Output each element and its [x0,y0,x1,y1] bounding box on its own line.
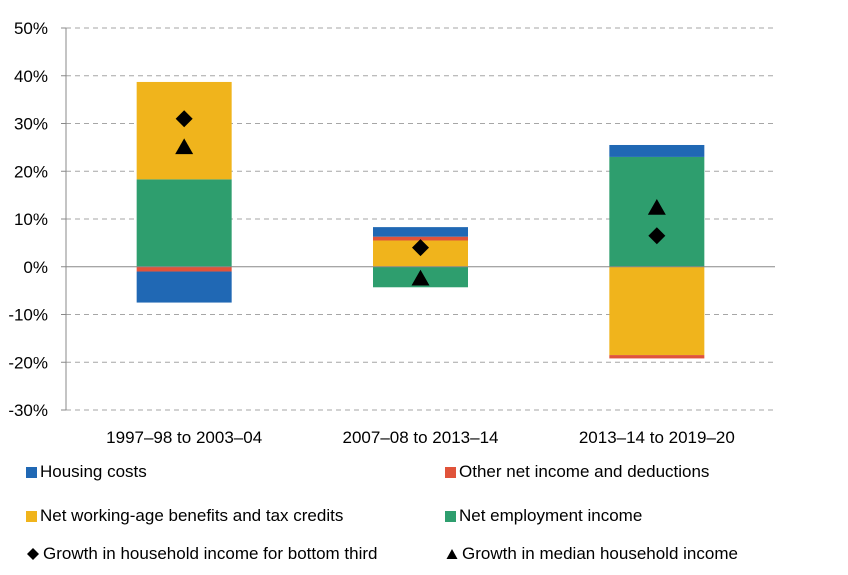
legend-item-median-growth: Growth in median household income [445,544,738,564]
x-tick-label: 2007–08 to 2013–14 [343,428,499,447]
y-tick-label: -10% [8,306,48,325]
y-tick-label: 10% [14,210,48,229]
marker-bottom-third-3 [648,227,666,245]
legend-swatch-net-employment [445,510,456,522]
legend-label-median-growth: Growth in median household income [462,544,738,563]
y-tick-label: 30% [14,115,48,134]
legend-label-net-benefits: Net working-age benefits and tax credits [40,506,344,525]
bar-housing-costs-2 [373,227,468,237]
y-tick-label: -30% [8,401,48,420]
legend-label-net-employment: Net employment income [459,506,643,525]
triangle-marker-icon [446,549,458,559]
y-tick-label: 40% [14,67,48,86]
legend-swatch-net-benefits [26,510,37,522]
legend-label-bottom-third-growth: Growth in household income for bottom th… [43,544,378,563]
legend-item-other-net-income: Other net income and deductions [445,462,709,482]
stacked-bar-chart: -30% -20% -10% 0% 10% 20% 30% 40% 50% 1997–98 to … [8,19,775,447]
legend-item-net-benefits: Net working-age benefits and tax credits [26,506,343,526]
bar-other-net-income-and-deductions-3 [609,355,705,359]
marker-median-2 [411,269,430,286]
legend-swatch-other-net-income [445,466,456,478]
legend-label-other-net-income: Other net income and deductions [459,462,710,481]
marker-median-3 [647,199,666,215]
bars [136,81,705,359]
legend-swatch-housing-costs [26,466,37,478]
bar-housing-costs-1 [136,271,232,303]
y-tick-label: 20% [14,162,48,181]
y-tick-label: 0% [23,258,48,277]
legend-item-net-employment: Net employment income [445,506,642,526]
legend-item-housing-costs: Housing costs [26,462,147,482]
tick-labels: -30% -20% -10% 0% 10% 20% 30% 40% 50% 1997–98 to … [8,19,735,447]
bar-net-working-age-benefits-and-tax-credits-3 [609,266,705,356]
x-tick-label: 2013–14 to 2019–20 [579,428,735,447]
bar-net-employment-income-1 [136,179,232,267]
y-tick-label: 50% [14,19,48,38]
markers [175,110,666,286]
bar-net-working-age-benefits-and-tax-credits-1 [136,81,232,180]
marker-median-1 [175,138,194,155]
legend-item-bottom-third-growth: Growth in household income for bottom th… [26,544,378,564]
legend: Housing costs Other net income and deduc… [26,462,826,572]
bar-other-net-income-and-deductions-1 [136,266,232,272]
bar-housing-costs-3 [609,144,705,157]
x-tick-label: 1997–98 to 2003–04 [106,428,262,447]
marker-bottom-third-1 [175,110,193,128]
legend-label-housing-costs: Housing costs [40,462,147,481]
marker-bottom-third-2 [412,239,429,257]
diamond-marker-icon [27,548,39,560]
axes [61,27,775,411]
bar-other-net-income-and-deductions-2 [373,236,468,241]
y-tick-label: -20% [8,353,48,372]
